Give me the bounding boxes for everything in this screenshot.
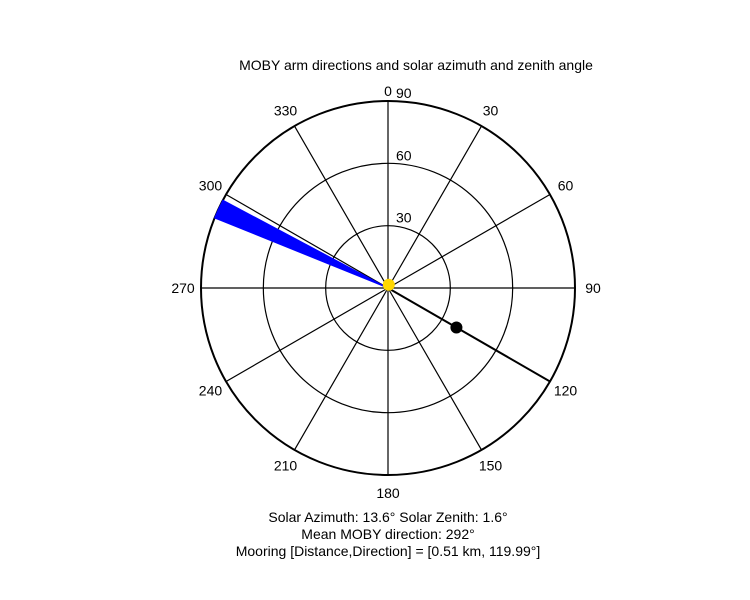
angle-tick-label-270: 270 <box>171 280 195 296</box>
moby-arm-wedge <box>213 199 389 289</box>
angle-tick-label-330: 330 <box>274 102 298 118</box>
chart-marks <box>213 199 551 383</box>
radial-tick-labels: 30 60 90 <box>396 85 412 226</box>
angle-tick-label-120: 120 <box>554 383 578 399</box>
moby-direction-text: Mean MOBY direction: 292° <box>301 526 474 542</box>
chart-title: MOBY arm directions and solar azimuth an… <box>239 57 593 73</box>
angle-spoke-30 <box>387 125 483 289</box>
sun-marker <box>382 278 395 291</box>
mooring-info-text: Mooring [Distance,Direction] = [0.51 km,… <box>236 543 541 559</box>
angle-tick-label-150: 150 <box>479 458 503 474</box>
angle-tick-label-30: 30 <box>483 102 499 118</box>
angle-spoke-210 <box>293 287 389 451</box>
angle-tick-label-300: 300 <box>199 178 223 194</box>
mooring-marker <box>450 321 463 334</box>
angle-tick-label-0: 0 <box>384 83 392 99</box>
angle-tick-label-60: 60 <box>558 178 574 194</box>
angle-tick-label-180: 180 <box>376 485 400 501</box>
mooring-direction-line <box>387 287 551 383</box>
angle-spoke-300 <box>225 193 389 289</box>
radial-tick-label-90: 90 <box>396 85 412 101</box>
angle-tick-label-210: 210 <box>274 458 298 474</box>
angle-tick-label-90: 90 <box>585 280 601 296</box>
angle-spoke-60 <box>387 193 551 289</box>
angle-spoke-150 <box>387 287 483 451</box>
radial-tick-label-60: 60 <box>396 147 412 163</box>
angle-tick-labels: 0 30 60 90 120 150 180 210 240 270 300 330 <box>171 83 601 501</box>
angle-spoke-240 <box>225 287 389 383</box>
angle-tick-label-240: 240 <box>199 383 223 399</box>
angle-spoke-330 <box>293 125 389 289</box>
solar-info-text: Solar Azimuth: 13.6° Solar Zenith: 1.6° <box>268 509 507 525</box>
radial-tick-label-30: 30 <box>396 210 412 226</box>
